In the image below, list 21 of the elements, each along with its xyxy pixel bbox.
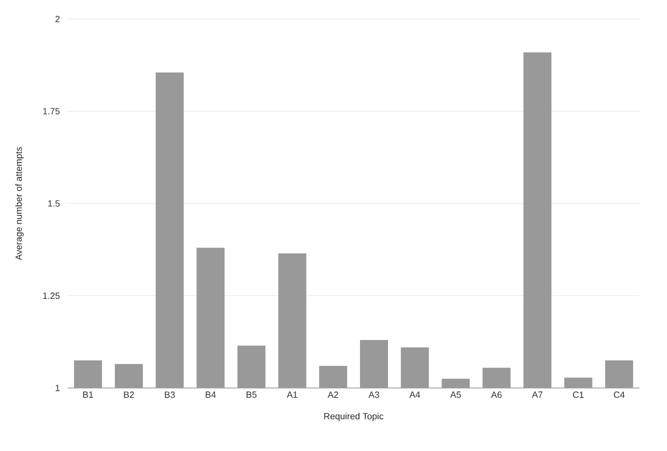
- x-tick-label: A6: [491, 392, 502, 398]
- x-tick-label: B3: [164, 392, 175, 398]
- y-axis-title: Average number of attempts: [15, 147, 24, 260]
- x-tick-label: C4: [614, 392, 625, 398]
- y-tick-label: 1.75: [43, 108, 60, 114]
- x-tick-label: A1: [286, 392, 298, 398]
- x-tick-label: A5: [450, 392, 461, 398]
- y-tick-label: 2: [55, 16, 60, 22]
- x-tick-label: B4: [206, 392, 216, 398]
- x-tick-label: A2: [328, 392, 338, 398]
- x-tick-label: C1: [572, 392, 584, 398]
- y-tick-label: 1.5: [48, 200, 60, 207]
- x-tick-label: B1: [83, 392, 94, 398]
- y-tick-label: 1: [56, 384, 60, 392]
- x-tick-label: A4: [409, 392, 420, 398]
- x-tick-label: A3: [368, 392, 380, 398]
- y-tick-label: 1.25: [43, 292, 60, 299]
- x-tick-label: B2: [124, 392, 134, 398]
- x-tick-label: A7: [532, 392, 542, 398]
- x-axis-title: Required Topic: [324, 412, 384, 422]
- x-tick-label: B5: [246, 392, 257, 398]
